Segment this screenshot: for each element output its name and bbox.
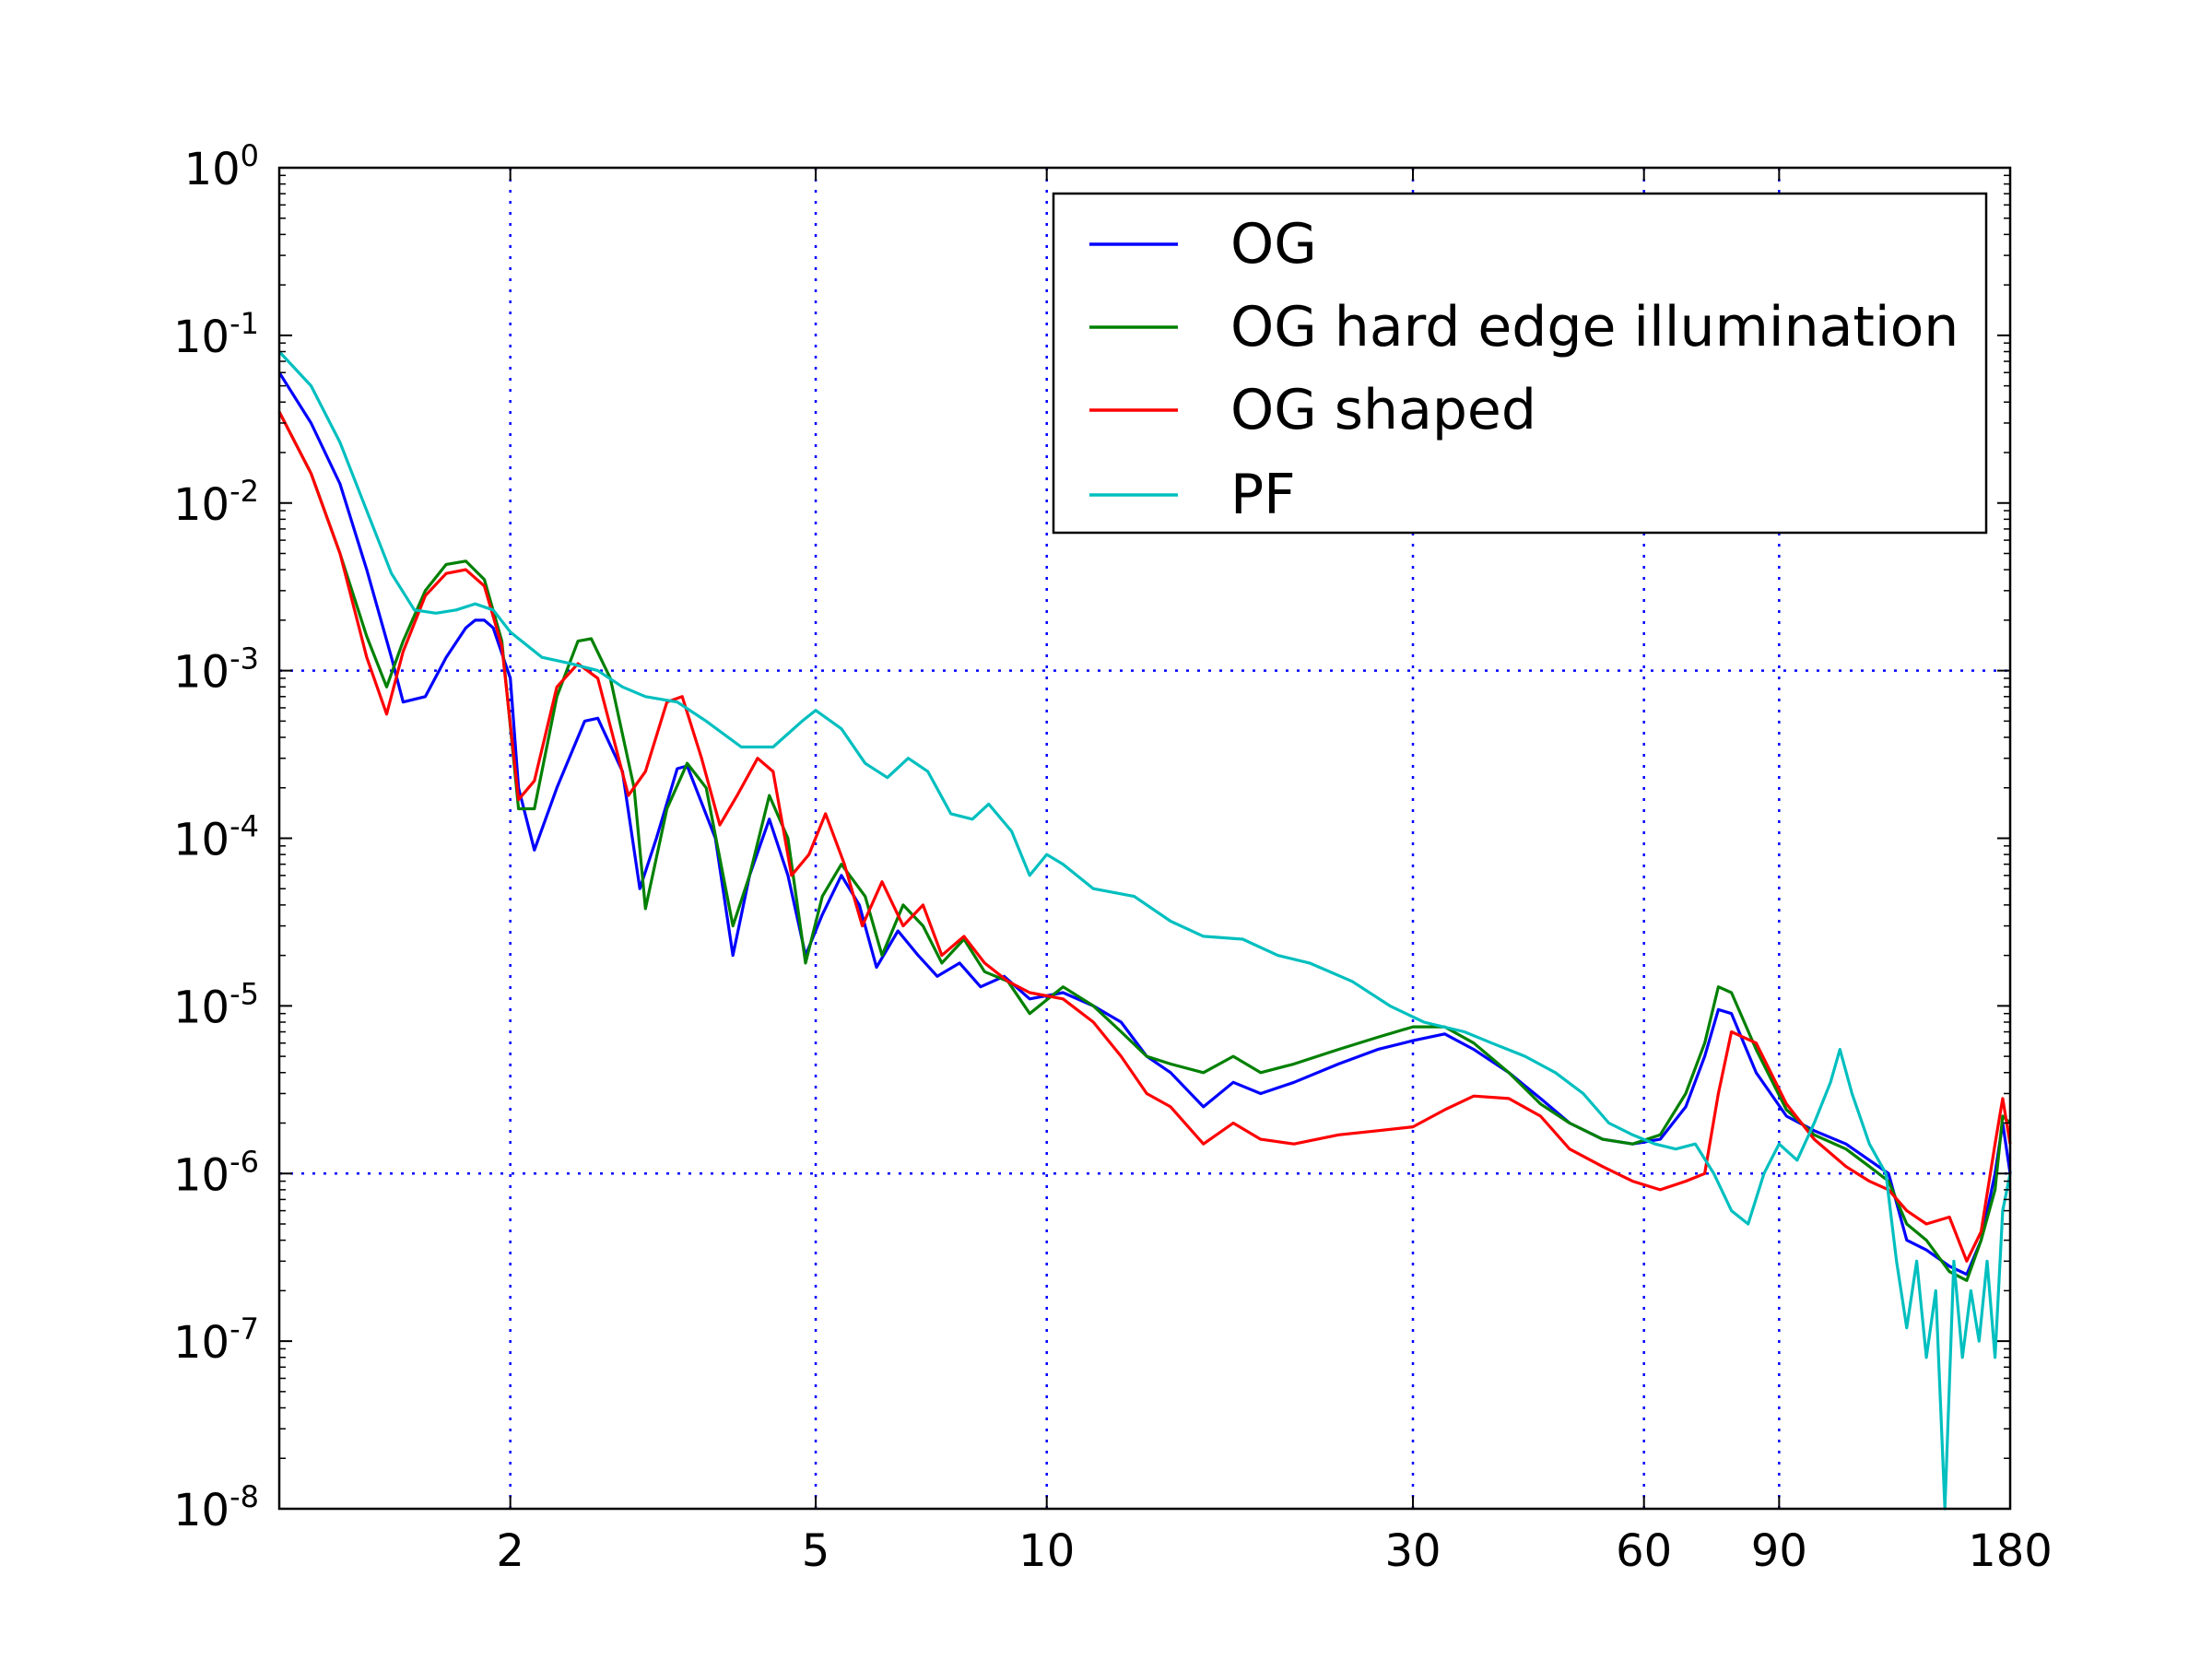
x-tick-label-2: 10 — [1018, 1525, 1075, 1577]
y-tick-label-2: 10-2 — [173, 474, 259, 531]
y-tick-label-4: 10-4 — [173, 809, 259, 866]
y-tick-label-3: 10-3 — [173, 641, 259, 699]
legend-label-0: OG — [1230, 212, 1317, 276]
series-line-3 — [277, 350, 2012, 1511]
legend: OG OG hard edge illumination OG shaped PF — [1052, 192, 1988, 535]
legend-box — [1052, 192, 1988, 535]
x-tick-label-4: 60 — [1616, 1525, 1672, 1577]
legend-label-3: PF — [1230, 463, 1296, 527]
y-tick-label-8: 10-8 — [173, 1479, 259, 1536]
tick-labels: 100 10-1 10-2 10-3 10-4 10-5 10-6 10-7 10-8 2 5 10 3… — [173, 138, 2053, 1577]
series-lines — [277, 350, 2012, 1511]
x-tick-label-3: 30 — [1384, 1525, 1441, 1577]
x-tick-label-6: 180 — [1968, 1525, 2053, 1577]
y-tick-label-1: 10-1 — [173, 306, 259, 363]
legend-label-1: OG hard edge illumination — [1230, 295, 1959, 359]
series-line-2 — [277, 411, 2012, 1263]
y-tick-label-5: 10-5 — [173, 976, 259, 1033]
y-tick-label-0: 100 — [184, 138, 259, 195]
x-tick-label-0: 2 — [496, 1525, 524, 1577]
series-line-1 — [277, 411, 2012, 1282]
y-tick-label-6: 10-6 — [173, 1144, 259, 1201]
x-tick-label-5: 90 — [1751, 1525, 1807, 1577]
y-tick-label-7: 10-7 — [173, 1312, 259, 1369]
legend-label-2: OG shaped — [1230, 378, 1536, 442]
axis-ticks — [279, 167, 2011, 1510]
x-tick-label-1: 5 — [802, 1525, 830, 1577]
